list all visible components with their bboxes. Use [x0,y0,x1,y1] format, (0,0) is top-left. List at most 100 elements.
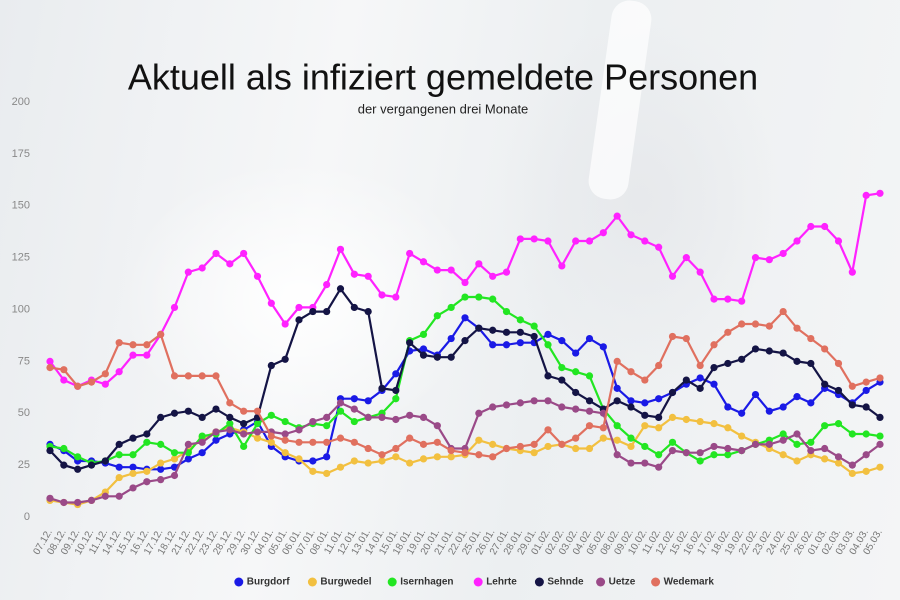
data-point [502,268,511,276]
data-point [765,322,773,330]
data-point [876,374,884,382]
data-point [613,212,621,220]
data-point [212,428,220,436]
data-point [433,312,441,320]
data-point [779,349,787,357]
data-point [807,447,815,455]
data-point [489,341,497,349]
data-point [198,432,206,440]
data-point [544,372,552,380]
data-point [336,434,345,442]
data-point [572,444,580,453]
data-point [558,337,566,345]
data-point [655,463,663,471]
data-point [406,434,414,442]
data-point [475,436,483,444]
data-point [627,231,635,239]
data-point [793,357,801,365]
data-point [461,278,469,287]
data-point [74,453,82,461]
data-point [74,498,82,507]
data-point [751,254,760,262]
data-point [655,361,663,370]
data-point [295,316,303,324]
data-point [599,343,607,351]
data-point [212,405,220,413]
series-line [49,309,881,458]
data-point [599,229,607,237]
data-point [350,438,358,446]
data-point [530,322,538,330]
data-point [848,461,856,469]
data-point [87,496,96,504]
data-point [350,417,358,426]
data-point [765,407,773,415]
data-point [226,260,234,268]
data-point [572,368,580,376]
data-point [738,447,746,455]
data-point [157,459,165,467]
data-point [281,320,289,328]
data-point [627,434,635,442]
data-point [129,469,137,478]
data-point [115,339,123,347]
data-point [143,467,151,475]
data-point [779,403,787,411]
data-point [447,334,455,343]
data-point [364,397,372,405]
data-point [240,430,248,438]
data-point [281,436,289,444]
data-point [489,272,497,280]
background-shape [588,0,652,200]
y-tick-label: 175 [12,148,30,160]
data-point [281,430,289,438]
legend-marker [234,577,244,587]
data-point [226,399,234,407]
data-point [240,420,248,428]
data-point [627,459,635,467]
data-point [253,434,262,442]
data-point [613,451,621,459]
data-point [613,436,621,444]
data-point [530,449,538,457]
data-point [364,413,372,421]
data-point [765,256,773,264]
data-point [696,384,704,392]
data-point [862,386,870,395]
data-point [364,444,372,453]
data-point [129,463,137,471]
data-point [710,442,718,451]
data-point [115,492,123,500]
data-point [834,237,843,245]
data-point [489,295,497,303]
data-point [170,455,179,463]
data-point [170,449,179,457]
data-point [281,417,289,426]
data-point [821,345,829,353]
data-point [724,451,732,459]
legend-marker [387,577,397,587]
data-point [751,390,760,399]
data-point [129,451,137,459]
data-point [115,368,123,376]
data-point [502,307,511,316]
data-point [364,272,372,280]
data-point [834,359,843,368]
data-point [738,320,746,328]
data-point [793,324,801,332]
data-point [157,413,165,421]
data-point [433,438,441,446]
data-point [793,393,801,401]
data-point [212,372,220,380]
data-point [682,334,690,343]
data-point [406,249,414,258]
data-point [74,382,82,390]
data-point [101,380,109,388]
data-point [267,438,275,446]
data-point [502,328,511,336]
data-point [336,407,345,415]
data-point [253,407,262,415]
data-point [821,380,829,388]
data-point [101,457,109,465]
data-point [184,455,192,463]
